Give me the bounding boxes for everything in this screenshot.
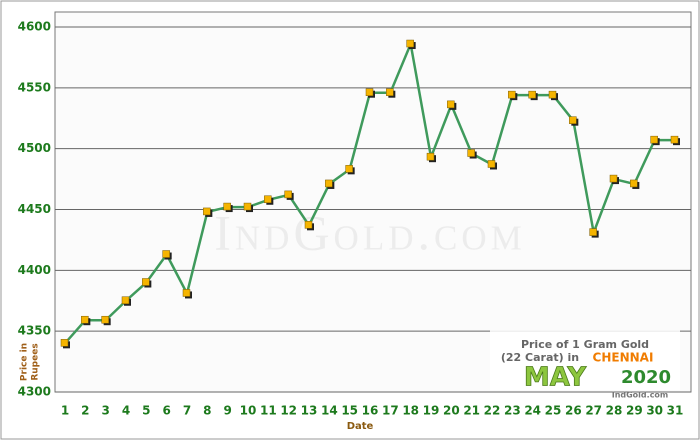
note-line: Price of 1 Gram Gold: [521, 338, 649, 351]
note-city: CHENNAI: [593, 351, 654, 365]
marker: [386, 88, 394, 96]
marker: [447, 100, 455, 109]
x-tick-label: 12: [280, 404, 297, 418]
x-tick-label: 19: [423, 404, 440, 418]
watermark: IndGold.com: [214, 204, 525, 260]
x-tick-label: 9: [223, 404, 231, 418]
x-tick-label: 14: [321, 404, 338, 418]
x-tick-label: 1: [61, 404, 69, 418]
marker: [121, 296, 130, 304]
x-tick-label: 4: [122, 404, 130, 418]
x-tick-label: 17: [382, 404, 399, 418]
x-tick-label: 31: [667, 404, 684, 418]
x-tick-label: 7: [183, 404, 191, 418]
note-bg: [490, 330, 680, 390]
marker: [223, 202, 231, 211]
note-line: (22 Carat) in: [501, 351, 579, 364]
x-tick-label: 8: [203, 404, 211, 418]
x-axis-label: Date: [347, 421, 374, 432]
marker: [406, 39, 414, 48]
marker: [589, 228, 597, 236]
marker: [101, 315, 109, 324]
x-tick-label: 10: [240, 404, 257, 418]
marker: [264, 195, 272, 204]
x-tick-label: 3: [101, 404, 109, 418]
marker: [142, 278, 150, 286]
x-tick-label: 13: [301, 404, 318, 418]
marker: [60, 339, 69, 347]
marker: [243, 202, 252, 211]
marker: [487, 160, 496, 168]
marker: [426, 152, 435, 161]
marker: [304, 221, 313, 229]
x-tick-label: 20: [443, 404, 460, 418]
plot-area: [54, 11, 692, 393]
x-tick-label: 24: [524, 404, 541, 418]
x-tick-label: 16: [362, 404, 379, 418]
x-tick-label: 25: [545, 404, 562, 418]
marker: [182, 289, 191, 297]
x-tick-label: 27: [585, 404, 602, 418]
x-tick-label: 29: [626, 404, 643, 418]
marker: [670, 135, 679, 144]
x-tick-label: 26: [565, 404, 582, 418]
marker: [284, 190, 292, 199]
x-tick-label: 2: [81, 404, 89, 418]
y-tick-label: 4550: [18, 80, 51, 94]
note-month: MAY: [524, 363, 588, 393]
marker: [548, 90, 557, 99]
y-tick-label: 4450: [18, 202, 51, 216]
marker: [569, 116, 577, 124]
x-tick-label: 30: [646, 404, 663, 418]
y-tick-label: 4300: [18, 385, 51, 399]
marker: [345, 165, 353, 173]
x-tick-label: 15: [341, 404, 358, 418]
marker: [81, 315, 89, 324]
marker: [528, 90, 536, 99]
note-site: IndGold.com: [612, 391, 669, 400]
marker: [508, 90, 516, 99]
marker: [162, 250, 170, 258]
x-tick-label: 18: [402, 404, 419, 418]
marker: [365, 88, 374, 96]
x-tick-label: 21: [463, 404, 480, 418]
x-tick-label: 28: [606, 404, 623, 418]
x-tick-label: 11: [260, 404, 277, 418]
y-tick-label: 4600: [18, 20, 51, 34]
marker: [467, 149, 475, 157]
x-tick-label: 22: [484, 404, 501, 418]
x-tick-label: 5: [142, 404, 150, 418]
marker: [650, 135, 658, 144]
y-axis-label: Price in: [20, 343, 30, 381]
x-tick-label: 6: [162, 404, 170, 418]
x-tick-label: 23: [504, 404, 521, 418]
marker: [203, 207, 211, 216]
note-box: Price of 1 Gram Gold (22 Carat) in CHENN…: [490, 330, 680, 400]
y-tick-label: 4400: [18, 263, 51, 277]
y-axis-label: Rupees: [31, 343, 41, 380]
y-tick-label: 4500: [18, 141, 51, 155]
marker: [630, 179, 638, 188]
marker: [609, 174, 618, 183]
note-year: 2020: [621, 367, 671, 388]
y-tick-label: 4350: [18, 324, 51, 338]
marker: [325, 179, 333, 188]
